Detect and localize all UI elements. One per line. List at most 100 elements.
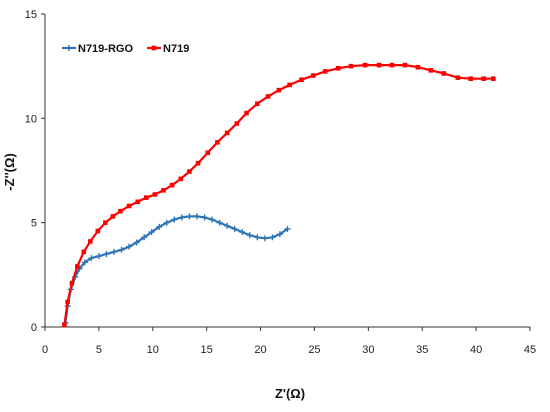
x-tick-labels: 0 5 10 15 20 25 30 35 40 45: [42, 327, 536, 356]
axes: [44, 14, 530, 328]
y-tick-label: 0: [31, 322, 37, 334]
data-point: [265, 94, 271, 99]
data-point: [88, 255, 95, 262]
x-tick-label: 0: [42, 344, 48, 356]
x-tick-label: 25: [308, 344, 320, 356]
data-point: [276, 231, 283, 238]
data-point: [103, 220, 108, 225]
data-point: [65, 299, 70, 305]
y-axis-title: -Z''(Ω): [2, 153, 17, 191]
data-point: [126, 243, 133, 250]
data-point: [141, 234, 148, 241]
data-point: [428, 68, 434, 73]
x-axis-title: Z'(Ω): [275, 386, 305, 401]
x-tick-label: 20: [254, 344, 266, 356]
data-point: [299, 77, 304, 83]
data-point: [110, 214, 116, 219]
data-point: [69, 280, 75, 286]
x-tick-label: 45: [524, 344, 536, 356]
data-point: [62, 322, 67, 328]
series-line: [63, 63, 494, 326]
x-tick-label: 40: [470, 344, 482, 356]
data-point: [178, 214, 185, 221]
data-point: [193, 213, 200, 220]
data-point: [178, 176, 184, 182]
data-point: [376, 62, 382, 68]
data-point: [322, 69, 328, 74]
data-point: [148, 229, 155, 236]
data-point: [276, 87, 282, 93]
data-point: [126, 203, 132, 209]
data-point: [163, 219, 170, 226]
y-tick-label: 5: [31, 218, 37, 230]
data-point: [81, 259, 88, 266]
data-point: [261, 235, 268, 242]
legend-item: N719-RGO: [62, 43, 133, 55]
data-point: [311, 73, 316, 78]
x-tick-label: 15: [201, 344, 213, 356]
data-point: [402, 62, 408, 68]
data-point: [491, 76, 496, 81]
data-point: [133, 239, 140, 246]
data-point: [201, 214, 208, 221]
data-point: [231, 225, 238, 232]
data-point: [87, 239, 93, 244]
data-point: [156, 223, 163, 230]
data-point: [415, 64, 421, 70]
data-point: [224, 222, 231, 229]
data-point: [118, 246, 125, 253]
data-point: [254, 234, 261, 241]
data-point: [244, 110, 249, 116]
y-tick-label: 15: [25, 9, 37, 21]
data-point: [362, 62, 368, 68]
data-point: [95, 228, 101, 234]
data-point: [144, 195, 149, 200]
data-point: [152, 192, 158, 197]
data-point: [269, 234, 276, 241]
data-point: [103, 250, 110, 257]
y-tick-label: 10: [25, 113, 37, 125]
data-point: [389, 62, 395, 68]
data-point: [481, 76, 486, 81]
series-n719: [62, 62, 496, 328]
data-point: [187, 169, 192, 174]
data-point: [239, 229, 246, 236]
data-point: [75, 264, 80, 269]
data-point: [216, 219, 223, 226]
data-point: [284, 225, 291, 232]
data-point: [234, 121, 240, 126]
data-point: [455, 75, 461, 80]
x-tick-label: 10: [147, 344, 159, 356]
legend-label: N719: [163, 43, 189, 55]
x-tick-label: 5: [96, 344, 102, 356]
data-point: [348, 63, 354, 69]
y-tick-labels: 0 5 10 15: [25, 9, 45, 334]
legend: N719-RGO N719: [62, 43, 189, 55]
legend-item: N719: [147, 43, 189, 55]
data-point: [224, 130, 230, 136]
data-point: [135, 199, 140, 205]
data-point: [441, 71, 447, 76]
data-point: [209, 216, 216, 223]
data-point: [195, 160, 201, 166]
data-point: [215, 140, 220, 145]
data-point: [335, 65, 341, 71]
data-point: [161, 188, 166, 193]
data-point: [95, 253, 102, 260]
data-point: [468, 76, 474, 81]
data-point: [205, 150, 211, 156]
data-point: [110, 248, 117, 255]
x-tick-label: 35: [416, 344, 428, 356]
data-point: [169, 182, 175, 188]
data-point: [171, 216, 178, 223]
data-point: [287, 82, 292, 88]
data-point: [246, 232, 253, 239]
data-point: [118, 208, 123, 214]
data-point: [255, 101, 260, 107]
legend-label: N719-RGO: [78, 43, 133, 55]
series-layer: [62, 62, 496, 328]
data-point: [81, 249, 87, 255]
data-point: [186, 213, 193, 220]
x-tick-label: 30: [362, 344, 374, 356]
